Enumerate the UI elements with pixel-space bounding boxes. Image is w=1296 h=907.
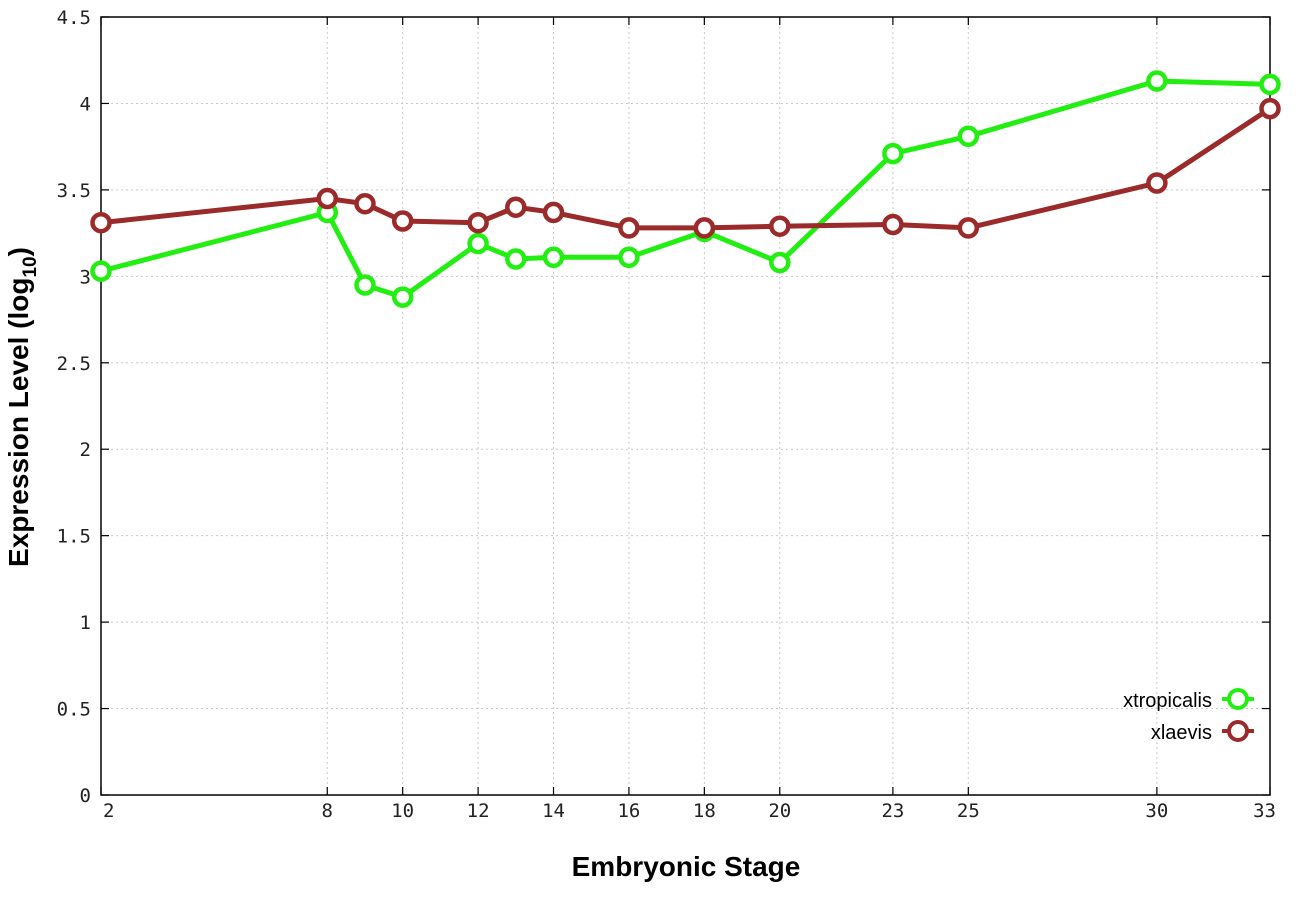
data-point-xtropicalis xyxy=(505,248,527,270)
data-point-xtropicalis xyxy=(354,274,376,296)
y-tick-label: 1 xyxy=(80,612,91,634)
y-tick-label: 0.5 xyxy=(57,699,91,721)
y-tick-label: 3.5 xyxy=(57,180,91,202)
data-point-xtropicalis xyxy=(391,286,414,308)
series-line-xtropicalis xyxy=(98,78,1273,300)
y-axis-title: Expression Level (log10) xyxy=(3,247,41,567)
series-lines xyxy=(90,70,1281,308)
x-tick-label: 25 xyxy=(957,800,980,822)
data-point-xlaevis xyxy=(693,217,716,239)
data-point-xlaevis xyxy=(467,211,489,234)
y-tick-label: 1.5 xyxy=(57,526,91,548)
data-point-xtropicalis xyxy=(1259,73,1281,96)
data-point-xtropicalis xyxy=(467,232,489,255)
x-tick-label: 23 xyxy=(881,800,904,822)
legend-label-xtropicalis: xtropicalis xyxy=(1123,690,1212,712)
y-tick-label: 4 xyxy=(80,93,91,115)
y-tick-label: 2.5 xyxy=(57,353,91,375)
x-tick-label: 10 xyxy=(391,800,414,822)
legend: xtropicalis xlaevis xyxy=(1123,688,1254,744)
axis-ticks: 0 0.5 1 1.5 2 2.5 3 3.5 4 4.5 2 8 10 12 14 16 18 20 23 25 30… xyxy=(57,7,1276,822)
x-tick-label: 20 xyxy=(768,800,791,822)
data-point-xlaevis xyxy=(90,211,112,234)
data-point-xlaevis xyxy=(542,201,565,224)
data-point-xlaevis xyxy=(618,217,640,239)
x-tick-label: 16 xyxy=(617,800,640,822)
x-tick-label: 30 xyxy=(1145,800,1168,822)
y-tick-label: 3 xyxy=(80,266,91,288)
x-tick-label: 14 xyxy=(542,800,565,822)
x-tick-label: 12 xyxy=(467,800,490,822)
data-point-xtropicalis xyxy=(957,125,980,148)
data-point-xtropicalis xyxy=(769,251,791,274)
y-tick-label: 0 xyxy=(80,785,91,807)
legend-label-xlaevis: xlaevis xyxy=(1151,722,1212,744)
data-point-xlaevis xyxy=(391,210,414,232)
data-point-xlaevis xyxy=(882,213,904,236)
data-point-xtropicalis xyxy=(882,142,904,165)
data-point-xtropicalis xyxy=(1146,70,1168,92)
data-point-xlaevis xyxy=(1259,97,1281,120)
data-point-xtropicalis xyxy=(90,260,112,282)
data-point-xlaevis xyxy=(354,192,376,215)
data-point-xlaevis xyxy=(957,217,980,239)
series-line-xlaevis xyxy=(98,106,1273,231)
plot-frame xyxy=(100,16,1271,796)
x-tick-label: 8 xyxy=(322,800,333,822)
data-point-xlaevis xyxy=(1146,172,1168,194)
data-point-xtropicalis xyxy=(618,246,640,269)
x-tick-label: 2 xyxy=(103,800,114,822)
y-axis-title-close: ) xyxy=(3,247,34,256)
grid-lines xyxy=(101,17,1270,795)
x-tick-label: 33 xyxy=(1253,800,1276,822)
legend-marker-xtropicalis xyxy=(1227,688,1249,710)
x-tick-label: 18 xyxy=(693,800,716,822)
y-axis-title-subscript: 10 xyxy=(20,256,41,277)
y-tick-label: 4.5 xyxy=(57,7,91,29)
legend-marker-xlaevis xyxy=(1227,720,1249,742)
data-point-xlaevis xyxy=(505,196,527,218)
x-axis-title: Embryonic Stage xyxy=(572,851,801,882)
data-point-xtropicalis xyxy=(542,246,565,269)
data-point-xlaevis xyxy=(769,215,791,237)
y-axis-title-main: Expression Level (log xyxy=(3,278,34,567)
data-point-xlaevis xyxy=(316,187,339,210)
y-tick-label: 2 xyxy=(80,439,91,461)
